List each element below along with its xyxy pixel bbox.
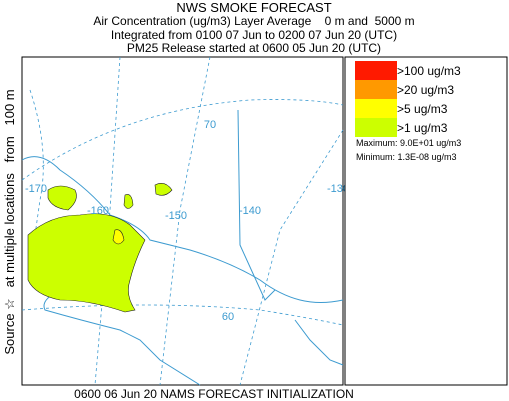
legend-min: Minimum: 1.3E-08 ug/m3 (356, 152, 457, 162)
legend: >100 ug/m3 >20 ug/m3 >5 ug/m3 >1 ug/m3 Maxi… (344, 56, 508, 386)
graticule (21, 99, 344, 181)
legend-max: Maximum: 9.0E+01 ug/m3 (356, 138, 461, 148)
map: -170 -160 -150 -140 -130 70 60 (21, 56, 349, 386)
plume (154, 183, 173, 196)
legend-label: >5 ug/m3 (397, 102, 448, 116)
map-label: -140 (239, 205, 261, 217)
legend-label: >100 ug/m3 (397, 64, 461, 78)
border (237, 109, 276, 301)
side-label: Source ☆ at multiple locations from 100 … (2, 89, 17, 354)
graticule (239, 129, 344, 386)
coastline (21, 156, 344, 303)
map-label: -130 (327, 183, 349, 195)
legend-swatch (355, 61, 397, 80)
coastline (43, 289, 201, 386)
legend-swatch (355, 118, 397, 137)
plume (47, 185, 77, 211)
map-label: -150 (165, 210, 187, 222)
legend-swatch (355, 80, 397, 99)
graticule (29, 89, 44, 271)
plume (112, 229, 125, 245)
map-label: 70 (204, 119, 216, 131)
map-label: -170 (25, 183, 47, 195)
plume (123, 194, 134, 209)
map-label: 60 (222, 311, 234, 323)
subtitle: Integrated from 0100 07 Jun to 0200 07 J… (111, 28, 397, 42)
legend-swatch (355, 99, 397, 118)
legend-label: >20 ug/m3 (397, 83, 454, 97)
map-label: -160 (87, 205, 109, 217)
subtitle: Air Concentration (ug/m3) Layer Average … (93, 14, 414, 28)
graticule (94, 56, 121, 386)
footer: 0600 06 Jun 20 NAMS FORECAST INITIALIZAT… (74, 387, 354, 401)
subtitle: PM25 Release started at 0600 05 Jun 20 (… (127, 41, 381, 55)
coastline (294, 319, 344, 366)
title: NWS SMOKE FORECAST (176, 0, 331, 15)
legend-label: >1 ug/m3 (397, 121, 448, 135)
graticule (21, 304, 344, 326)
